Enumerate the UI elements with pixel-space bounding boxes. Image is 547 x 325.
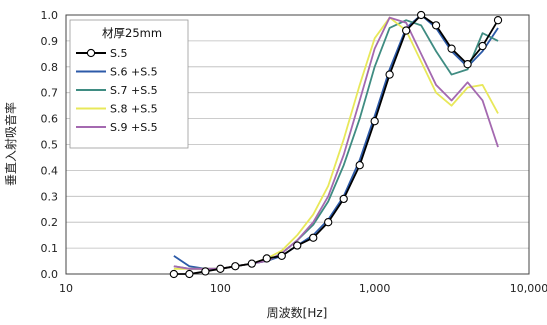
y-tick-label: 0.4 bbox=[41, 164, 59, 177]
series-line bbox=[173, 14, 499, 275]
data-point bbox=[370, 117, 379, 126]
legend-label: S.8 +S.5 bbox=[110, 103, 158, 116]
y-tick-label: 0.7 bbox=[41, 87, 59, 100]
data-point bbox=[216, 264, 225, 273]
data-point bbox=[277, 251, 286, 261]
legend: 材厚25mm S.5 S.6 +S.5 S.7 +S.5 S.8 +S.5 S.9 +S… bbox=[69, 19, 189, 149]
data-point bbox=[309, 233, 318, 242]
x-axis-title: 周波数[Hz] bbox=[267, 305, 328, 320]
y-tick-label: 0.1 bbox=[41, 242, 59, 255]
y-tick-label: 0.9 bbox=[41, 35, 59, 48]
data-point bbox=[402, 26, 411, 35]
data-point bbox=[231, 262, 240, 271]
legend-label: S.5 bbox=[110, 47, 127, 60]
data-point bbox=[339, 194, 348, 204]
y-axis-title: 垂直入射吸音率 bbox=[3, 102, 18, 186]
legend-label: S.6 +S.5 bbox=[110, 66, 158, 79]
legend-items: S.5 S.6 +S.5 S.7 +S.5 S.8 +S.5 S.9 +S.5 bbox=[76, 47, 158, 134]
legend-marker bbox=[86, 48, 96, 58]
data-point bbox=[493, 16, 503, 25]
data-point bbox=[324, 218, 333, 227]
data-point bbox=[262, 254, 271, 263]
y-tick-label: 0.2 bbox=[41, 216, 59, 229]
data-point bbox=[169, 269, 179, 279]
x-tick-labels: 10 100 1,000 10,000 bbox=[59, 282, 547, 295]
y-tick-label: 0.5 bbox=[41, 139, 59, 152]
legend-title: 材厚25mm bbox=[102, 26, 162, 40]
data-point bbox=[478, 41, 487, 51]
x-tick-label: 100 bbox=[210, 282, 231, 295]
data-point bbox=[293, 241, 302, 250]
legend-label: S.9 +S.5 bbox=[110, 121, 158, 134]
data-point bbox=[416, 10, 426, 20]
x-tick-label: 10,000 bbox=[510, 282, 547, 295]
y-tick-label: 0.0 bbox=[41, 268, 59, 281]
y-tick-label: 0.3 bbox=[41, 190, 59, 203]
y-tick-label: 0.6 bbox=[41, 113, 59, 126]
data-point bbox=[385, 70, 394, 79]
series-lines bbox=[169, 10, 503, 279]
plot-frame bbox=[65, 14, 530, 275]
y-tick-label: 1.0 bbox=[41, 9, 59, 22]
data-point bbox=[431, 21, 441, 30]
x-tick-label: 1,000 bbox=[359, 282, 391, 295]
data-point bbox=[447, 44, 456, 53]
y-tick-label: 0.8 bbox=[41, 61, 59, 74]
data-point bbox=[185, 269, 194, 279]
x-tick-label: 10 bbox=[59, 282, 73, 295]
data-point bbox=[463, 60, 472, 69]
data-point bbox=[201, 267, 210, 276]
legend-label: S.7 +S.5 bbox=[110, 84, 158, 97]
data-point bbox=[247, 259, 256, 268]
y-tick-labels: 0.0 0.1 0.2 0.3 0.4 0.5 0.6 0.7 0.8 0.9 1.0 bbox=[41, 9, 59, 281]
data-point bbox=[355, 161, 364, 170]
